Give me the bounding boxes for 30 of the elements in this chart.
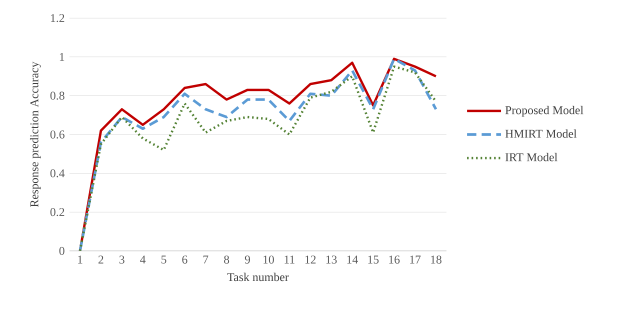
y-tick-label: 0.4	[50, 169, 65, 178]
x-tick-label: 18	[431, 256, 442, 264]
y-tick-label: 0.2	[50, 208, 64, 216]
x-tick-label: 15	[368, 256, 379, 264]
x-tick-label: 5	[161, 256, 166, 264]
x-tick-label: 7	[203, 256, 208, 264]
x-tick-label: 16	[389, 256, 400, 264]
x-tick-label: 10	[264, 256, 274, 264]
legend-label: Proposed Model	[505, 106, 584, 117]
x-tick-label: 2	[98, 256, 104, 264]
x-axis-title: Task number	[227, 272, 289, 282]
x-tick-label: 13	[326, 256, 337, 264]
x-tick-label: 1	[78, 256, 82, 264]
x-tick-label: 12	[305, 256, 316, 264]
y-tick-label: 0.6	[50, 130, 64, 139]
y-tick-label: 0.8	[50, 92, 64, 100]
legend-label: IRT Model	[505, 152, 558, 162]
x-tick-label: 9	[244, 256, 250, 264]
y-tick-label: 1	[60, 53, 64, 61]
x-tick-label: 11	[284, 256, 294, 264]
legend-label: HMIRT Model	[505, 129, 577, 138]
x-tick-label: 4	[140, 256, 146, 264]
x-tick-label: 6	[182, 256, 188, 264]
x-tick-label: 17	[410, 256, 421, 264]
y-tick-label: 0	[59, 246, 64, 255]
y-axis-title: Response prediction Accuracy	[30, 62, 41, 208]
x-tick-label: 8	[224, 256, 230, 264]
y-tick-label: 1.2	[50, 14, 64, 22]
x-tick-label: 3	[119, 256, 124, 264]
x-tick-label: 14	[347, 256, 358, 264]
